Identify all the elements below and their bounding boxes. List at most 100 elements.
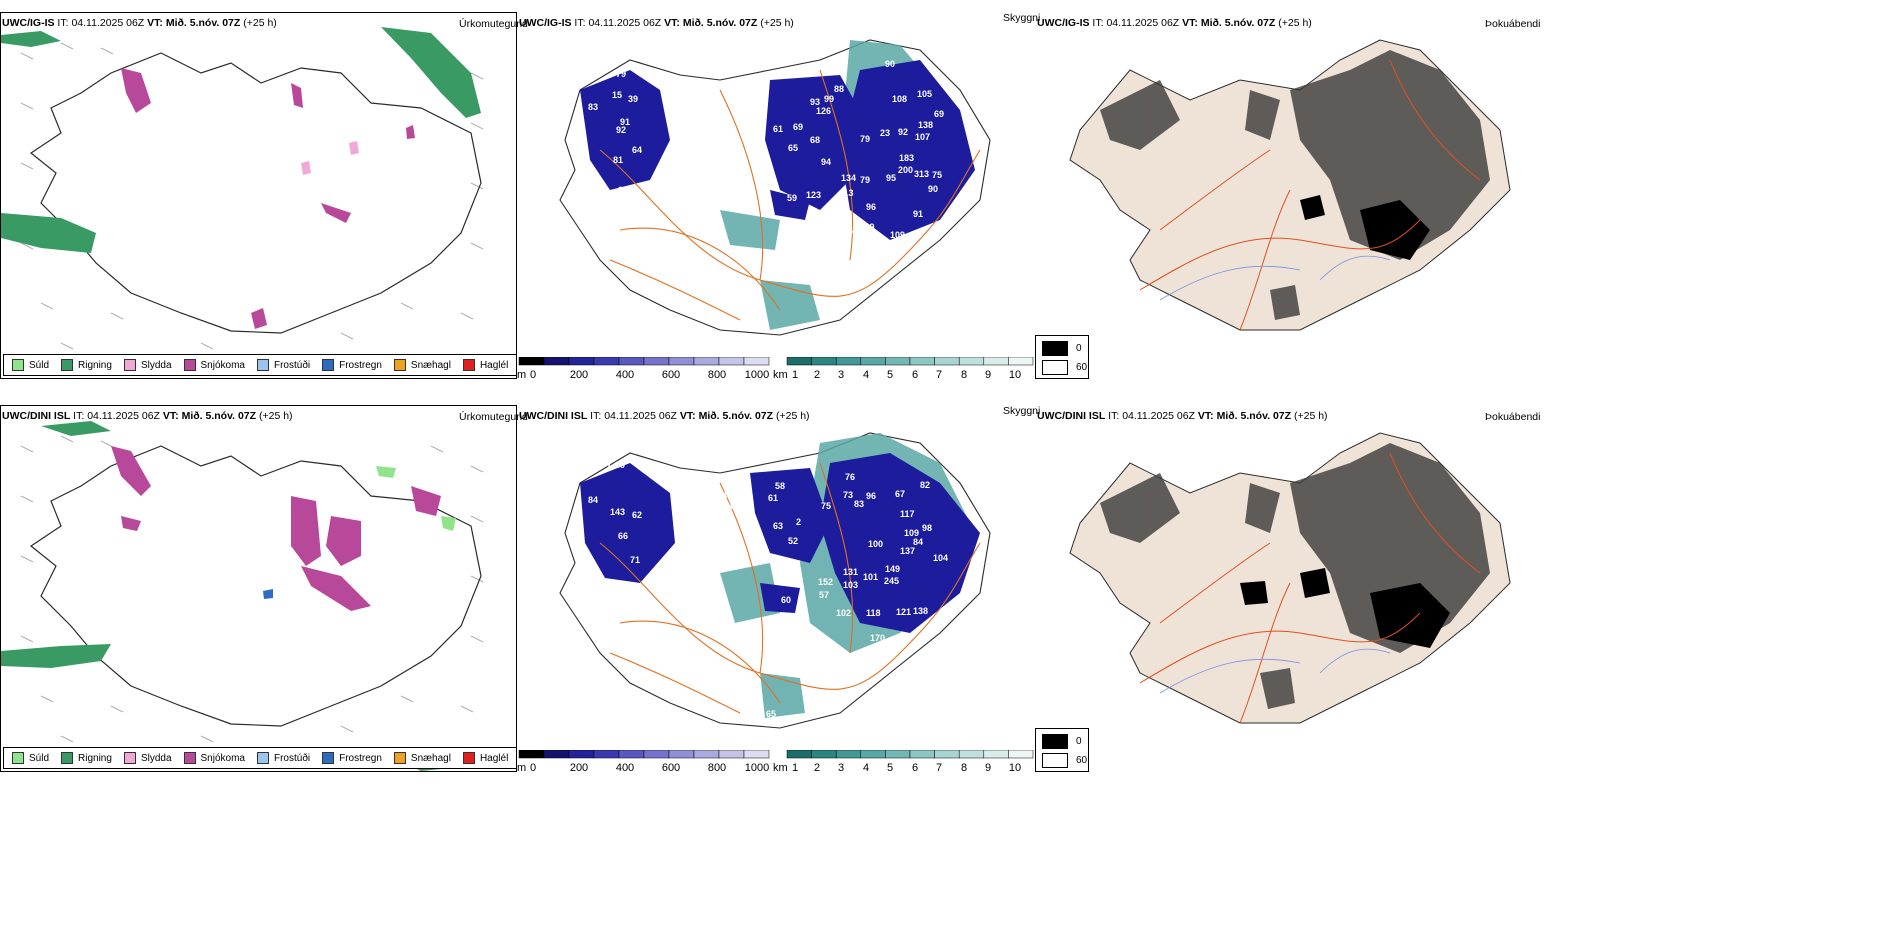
svg-text:113: 113 [839,188,854,198]
svg-text:92: 92 [616,125,626,135]
fog-map-2 [1069,432,1511,724]
svg-text:23: 23 [880,128,890,138]
svg-text:96: 96 [866,491,876,501]
svg-text:59: 59 [787,193,797,203]
colorbar-tick: 9 [984,369,992,381]
svg-text:65: 65 [788,143,798,153]
svg-text:91: 91 [620,117,630,127]
visibility-colorbar-1: km 1 2 3 4 5 6 7 8 9 10 [773,357,1035,385]
legend-swatch [256,752,269,764]
svg-text:52: 52 [788,536,798,546]
svg-text:107: 107 [915,132,930,142]
colorbar-tick: 1 [791,369,799,381]
visibility-colorbar-2: km 1 2 3 4 5 6 7 8 9 10 [773,750,1035,778]
precip-legend-1: Súld Rigning Slydda Snjókoma Frostúði Fr… [3,354,518,376]
fog-legend-1: 0 60 [1035,335,1089,379]
svg-text:60: 60 [781,595,791,605]
svg-text:313: 313 [914,169,929,179]
colorbar-tick: 8 [960,369,968,381]
svg-text:104: 104 [933,553,948,563]
legend-item: Frostregn [322,359,382,371]
fog-legend-swatch [1042,341,1068,356]
legend-item: Snæhagl [393,752,451,764]
panel-header: UWC/DINI ISL IT: 04.11.2025 06Z VT: Mið.… [1037,410,1328,422]
colorbar-tick: 0 [529,762,537,774]
legend-swatch [12,752,24,764]
colorbar-tick: 200 [569,369,589,381]
svg-text:82: 82 [920,480,930,490]
legend-swatch [393,752,406,764]
panel-title: Þokuábendi [1485,411,1541,423]
precip-legend-2: Súld Rigning Slydda Snjókoma Frostúði Fr… [3,747,518,769]
svg-text:75: 75 [821,501,831,511]
svg-text:90: 90 [885,59,895,69]
svg-text:63: 63 [773,521,783,531]
svg-text:123: 123 [806,190,821,200]
svg-text:106: 106 [720,501,735,511]
colorbar-unit: m [517,762,527,774]
svg-text:131: 131 [843,567,858,577]
fog-panel-2 [1040,423,1540,743]
colorbar-tick: 0 [529,369,537,381]
precip-map-2 [1,421,484,771]
svg-text:58: 58 [775,481,785,491]
legend-swatch [393,359,406,371]
svg-text:200: 200 [898,165,913,175]
svg-text:71: 71 [630,555,640,565]
colorbar-tick: 2 [813,369,821,381]
precip-type-panel-2: Súld Rigning Slydda Snjókoma Frostúði Fr… [0,405,518,772]
colorbar-tick: 200 [569,762,589,774]
legend-item: Snjókoma [183,359,245,371]
cloud-panel-1: 99 79 83 15 39 91 92 64 81 95 58 117 54 88 99 93 61… [520,30,1030,360]
colorbar-tick: 7 [935,369,943,381]
svg-text:68: 68 [810,135,820,145]
svg-text:149: 149 [885,564,900,574]
svg-text:138: 138 [913,606,928,616]
svg-text:92: 92 [898,127,908,137]
colorbar-tick: 3 [837,762,845,774]
svg-text:105: 105 [838,226,853,236]
colorbar-tick: 1000 [744,762,770,774]
precip-map-1 [1,27,484,350]
svg-text:99: 99 [610,52,620,62]
svg-text:95: 95 [658,172,668,182]
svg-text:91: 91 [913,209,923,219]
svg-text:2: 2 [796,517,801,527]
svg-text:77: 77 [602,459,612,469]
colorbar-unit: m [517,369,527,381]
svg-text:75: 75 [932,170,942,180]
svg-text:103: 103 [843,580,858,590]
legend-item: Frostregn [322,752,382,764]
svg-text:61: 61 [768,493,778,503]
legend-item: Frostúði [256,752,310,764]
legend-swatch [123,752,136,764]
model-name: UWC/IG-IS [2,17,55,29]
legend-item: Snjókoma [183,752,245,764]
svg-text:96: 96 [866,202,876,212]
colorbar-tick: 1000 [744,369,770,381]
svg-text:98: 98 [922,523,932,533]
legend-item: Haglél [462,752,508,764]
ceiling-colorbar-swatches [518,357,770,366]
svg-text:65: 65 [766,709,776,719]
panel-header: UWC/IG-IS IT: 04.11.2025 06Z VT: Mið. 5.… [519,17,794,29]
legend-item: Haglél [462,359,508,371]
fog-legend-swatch [1042,734,1068,749]
svg-text:93: 93 [810,97,820,107]
panel-header: UWC/IG-IS IT: 04.11.2025 06Z VT: Mið. 5.… [2,17,277,29]
legend-swatch [123,359,136,371]
legend-swatch [183,359,196,371]
panel-title: Skyggni [1003,405,1041,417]
svg-text:170: 170 [870,633,885,643]
ceiling-colorbar-swatches [518,750,770,759]
colorbar-tick: 800 [707,369,727,381]
svg-text:90: 90 [928,184,938,194]
svg-text:81: 81 [613,155,623,165]
svg-text:69: 69 [934,109,944,119]
svg-text:183: 183 [899,153,914,163]
svg-text:88: 88 [834,84,844,94]
colorbar-tick: 600 [661,762,681,774]
colorbar-tick: 400 [615,369,635,381]
